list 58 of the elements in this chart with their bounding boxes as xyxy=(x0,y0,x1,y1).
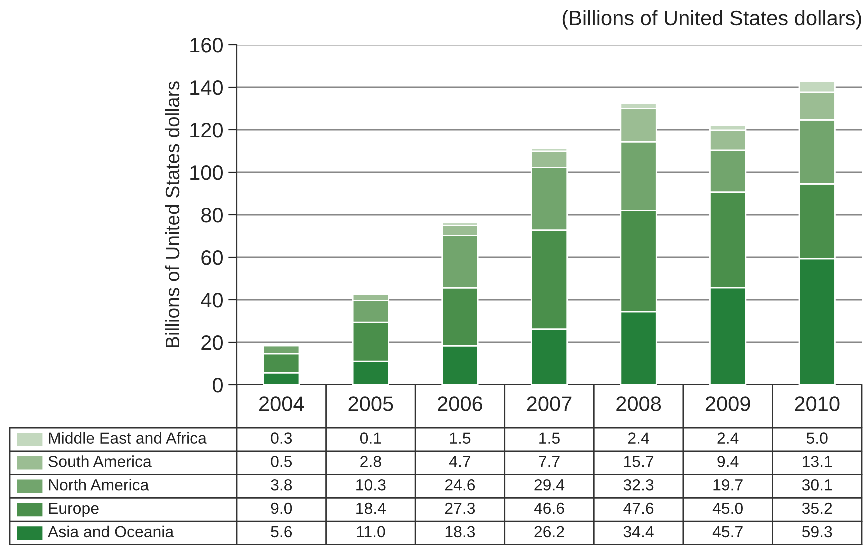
y-axis-title: Billions of United States dollars xyxy=(165,82,180,348)
data-label: 30.1 xyxy=(802,479,832,491)
x-tick-label: 2009 xyxy=(706,396,750,412)
data-label: 32.3 xyxy=(624,479,654,491)
data-label: 9.4 xyxy=(718,456,739,468)
data-label: 35.2 xyxy=(802,502,832,514)
x-tick-label: 2007 xyxy=(527,396,572,412)
data-label: 24.6 xyxy=(445,479,476,491)
y-tick-label: 100 xyxy=(190,166,223,180)
data-label: 2.8 xyxy=(360,456,382,468)
data-label: 1.5 xyxy=(450,432,471,444)
data-label: 7.7 xyxy=(539,456,560,468)
data-label: 27.3 xyxy=(445,502,476,514)
data-label: 15.7 xyxy=(624,456,654,468)
legend-label: Asia and Oceania xyxy=(48,526,174,538)
data-label: 46.6 xyxy=(534,502,564,514)
y-tick-label: 60 xyxy=(202,250,223,266)
data-label: 0.5 xyxy=(271,456,292,468)
data-label: 59.3 xyxy=(802,526,832,538)
y-tick-label: 20 xyxy=(202,336,223,350)
data-label: 26.2 xyxy=(534,526,564,538)
data-label: 47.6 xyxy=(624,502,654,514)
x-tick-label: 2004 xyxy=(260,396,304,412)
x-tick-label: 2005 xyxy=(348,396,394,412)
data-label: 34.4 xyxy=(624,526,654,538)
data-label: 18.4 xyxy=(356,502,386,514)
y-tick-label: 140 xyxy=(190,80,223,96)
y-tick-label: 40 xyxy=(201,293,223,308)
data-label: 11.0 xyxy=(357,526,386,538)
chart-subtitle: (Billions of United States dollars) xyxy=(562,10,862,30)
data-label: 45.0 xyxy=(712,502,743,514)
x-tick-label: 2010 xyxy=(795,396,840,412)
data-label: 13.1 xyxy=(803,456,832,468)
legend-label: Middle East and Africa xyxy=(49,432,207,444)
data-label: 2.4 xyxy=(718,432,739,444)
data-label: 29.4 xyxy=(534,479,565,491)
data-label: 4.7 xyxy=(449,456,471,468)
x-tick-label: 2008 xyxy=(616,396,662,412)
data-label: 45.7 xyxy=(712,526,743,538)
legend-label: Europe xyxy=(49,503,99,518)
data-label: 9.0 xyxy=(271,502,292,514)
data-label: 1.5 xyxy=(540,432,560,444)
data-label: 2.4 xyxy=(628,432,650,444)
data-label: 0.3 xyxy=(271,432,292,444)
x-tick-label: 2006 xyxy=(438,396,482,412)
y-tick-label: 120 xyxy=(190,123,223,138)
data-label: 19.7 xyxy=(714,479,743,491)
y-tick-label: 80 xyxy=(202,208,223,223)
legend-label: North America xyxy=(49,479,150,491)
data-label: 5.6 xyxy=(271,526,292,538)
data-label: 3.8 xyxy=(271,479,292,491)
y-tick-label: 0 xyxy=(213,378,223,393)
legend-label: South America xyxy=(48,456,152,468)
data-label: 18.3 xyxy=(446,526,476,538)
y-tick-label: 160 xyxy=(190,38,223,53)
data-label: 0.1 xyxy=(360,432,382,444)
data-label: 5.0 xyxy=(806,432,828,444)
data-label: 10.3 xyxy=(356,479,386,491)
